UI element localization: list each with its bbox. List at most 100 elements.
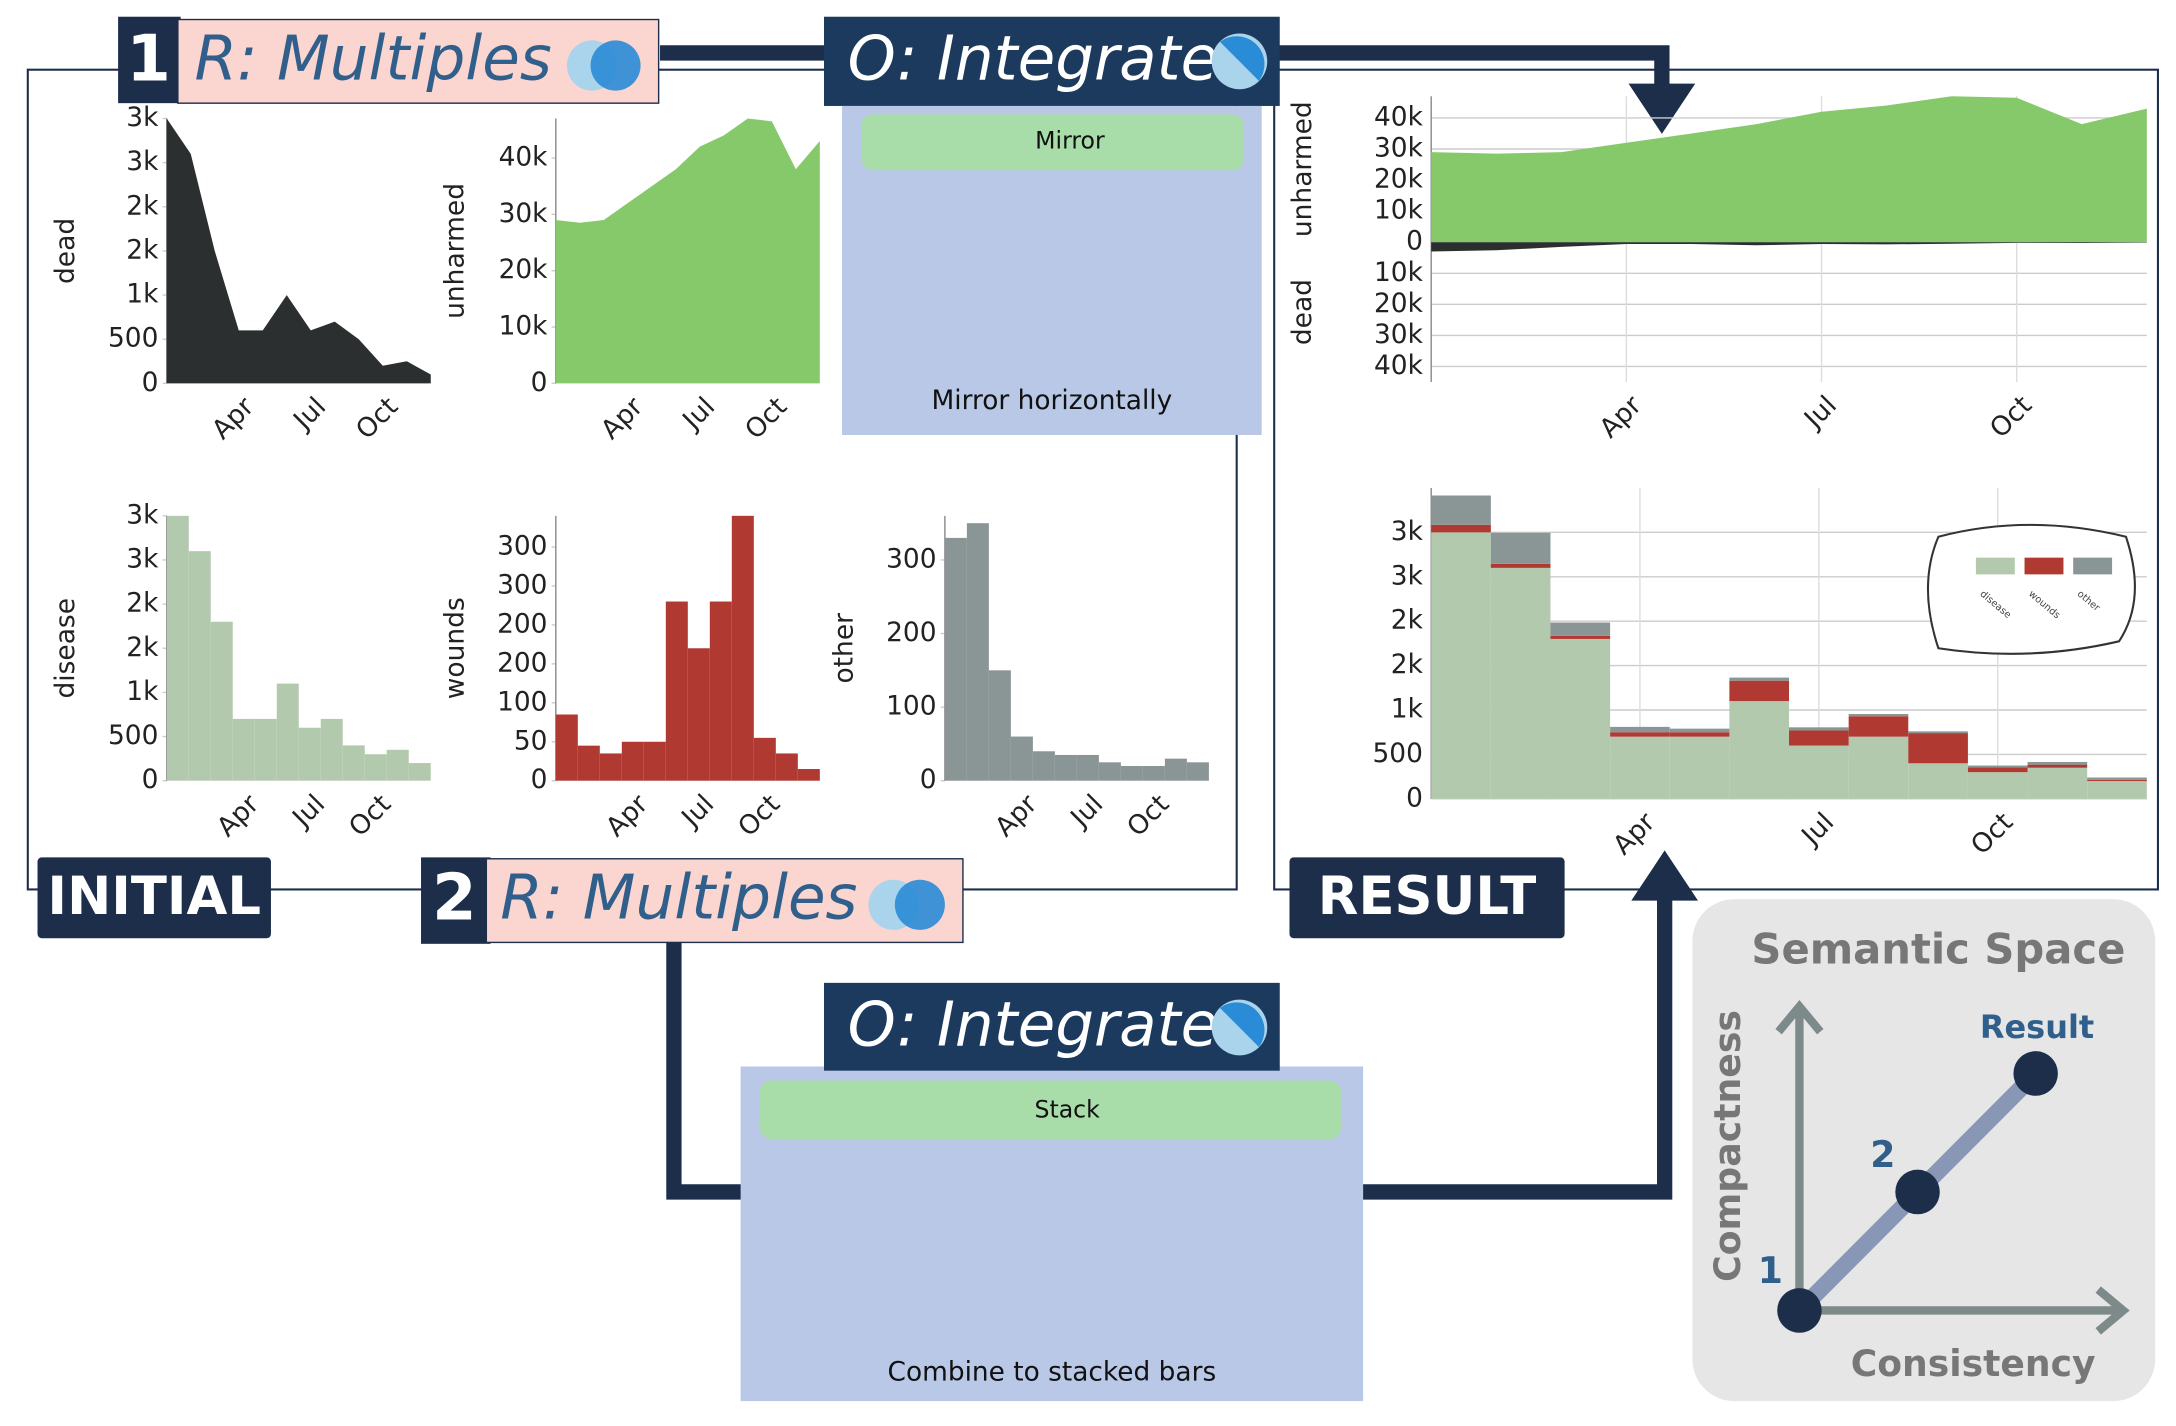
y-tick-label: 30k xyxy=(499,198,549,229)
stacked-segment xyxy=(1669,736,1730,799)
y-tick-label: 200 xyxy=(497,647,547,678)
step-number-box xyxy=(118,16,181,104)
point-label: Result xyxy=(1980,1008,2094,1046)
bar xyxy=(1054,754,1077,781)
bar xyxy=(364,754,387,781)
stacked-segment xyxy=(1789,727,1849,731)
x-tick-label: Apr xyxy=(600,788,654,842)
action-button[interactable] xyxy=(760,1080,1341,1139)
y-tick-label: 500 xyxy=(108,323,158,354)
step-number-box xyxy=(421,857,491,944)
x-axis xyxy=(1799,1286,2130,1335)
connector xyxy=(660,45,1670,98)
y-tick-label: 10k xyxy=(499,310,549,341)
stacked-segment xyxy=(1848,714,1909,717)
label-box xyxy=(37,857,271,939)
stacked-segment xyxy=(1431,495,1491,525)
semantic-point xyxy=(1777,1288,1822,1333)
series-axis-label: dead xyxy=(1287,279,1318,345)
step-number: 1 xyxy=(126,22,170,96)
y-axis-label: unharmed xyxy=(439,183,470,319)
bar xyxy=(775,753,798,781)
stacked-segment xyxy=(1550,622,1611,636)
y-axis xyxy=(1775,1000,1824,1311)
x-tick-label: Jul xyxy=(1794,807,1840,853)
y-tick-label: 2k xyxy=(1391,649,1424,680)
stacked-segment xyxy=(1908,733,1968,764)
connectors xyxy=(660,45,1673,1200)
bar xyxy=(1010,736,1033,781)
x-tick-label: Jul xyxy=(674,789,720,835)
x-tick-label: Jul xyxy=(1797,390,1843,436)
stacked-segment xyxy=(1550,635,1611,639)
integrate-icon xyxy=(1220,1002,1265,1047)
relation-label: R: Multiples xyxy=(500,863,857,934)
semantic-y-label: Compactness xyxy=(1706,1010,1749,1282)
x-tick-label: Jul xyxy=(285,789,331,835)
x-tick-label: Apr xyxy=(595,391,649,445)
stacked-segment xyxy=(1848,736,1909,799)
x-tick-label: Oct xyxy=(1965,807,2019,861)
stacked-segment xyxy=(1669,728,1730,733)
bar xyxy=(966,523,989,781)
bar xyxy=(599,753,622,781)
bar xyxy=(232,718,255,781)
bar xyxy=(254,718,277,781)
stacked-segment xyxy=(1431,524,1491,533)
y-tick-label: 200 xyxy=(886,617,936,648)
x-tick-label: Oct xyxy=(739,391,793,445)
y-tick-label: 2k xyxy=(126,588,159,619)
x-tick-label: Oct xyxy=(1984,390,2038,444)
operation-title: O: Integrate xyxy=(848,23,1219,94)
x-tick-label: Jul xyxy=(1063,789,1109,835)
stacked-segment xyxy=(2027,764,2088,768)
area xyxy=(1431,242,2147,252)
bar xyxy=(166,515,189,781)
step-number: 2 xyxy=(432,861,476,935)
y-tick-label: 2k xyxy=(1391,605,1424,636)
stacked-segment xyxy=(1967,767,2028,773)
y-axis-label: dead xyxy=(50,218,81,284)
bar xyxy=(386,749,409,781)
relation-label: R: Multiples xyxy=(195,23,552,94)
bar xyxy=(665,601,688,781)
y-tick-label: 300 xyxy=(886,543,936,574)
bar xyxy=(621,741,644,781)
action-label: Mirror xyxy=(1035,127,1105,155)
y-tick-label: 500 xyxy=(108,720,158,751)
stacked-segment xyxy=(2087,777,2147,780)
x-tick-label: Oct xyxy=(343,789,397,843)
semantic-axes xyxy=(1775,1000,2130,1335)
y-tick-label: 300 xyxy=(497,569,547,600)
x-tick-label: Oct xyxy=(350,391,404,445)
bar xyxy=(709,601,732,781)
bar xyxy=(731,515,754,781)
bar xyxy=(1032,751,1055,781)
panel-label: RESULT xyxy=(1318,866,1536,927)
stacked-segment xyxy=(2087,781,2147,799)
bar xyxy=(210,621,233,781)
y-tick-label: 50 xyxy=(514,725,548,756)
stacked-segment xyxy=(1848,716,1909,737)
stacked-segment xyxy=(1729,701,1790,799)
y-tick-label: 300 xyxy=(497,530,547,561)
label-box xyxy=(1289,857,1565,939)
point-label: 1 xyxy=(1758,1249,1783,1292)
operation-title: O: Integrate xyxy=(848,989,1219,1060)
bar xyxy=(577,745,600,781)
y-tick-label: 0 xyxy=(531,367,548,398)
venn-icon xyxy=(894,879,945,930)
y-tick-label: 20k xyxy=(1374,288,1424,319)
stacked-segment xyxy=(2087,779,2147,782)
operation-title-box xyxy=(823,982,1280,1071)
y-tick-label: 3k xyxy=(126,499,159,530)
y-tick-label: 1k xyxy=(126,279,159,310)
x-tick-label: Jul xyxy=(286,391,332,437)
stacked-segment xyxy=(1967,772,2028,799)
operation-caption: Mirror horizontally xyxy=(931,385,1172,416)
action-button[interactable] xyxy=(861,114,1244,171)
y-tick-label: 3k xyxy=(126,146,159,177)
bar xyxy=(188,551,211,781)
x-tick-label: Apr xyxy=(1607,807,1661,861)
